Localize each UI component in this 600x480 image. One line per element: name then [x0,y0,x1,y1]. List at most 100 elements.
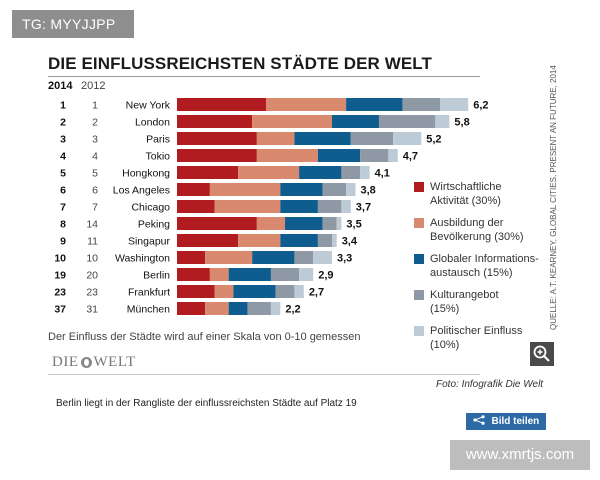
bar-segment [266,98,347,111]
scale-note: Der Einfluss der Städte wird auf einer S… [48,331,361,343]
rank-2012: 11 [87,236,98,248]
bar-segment [280,183,323,196]
bar-segment [252,115,332,128]
watermark: www.xmrtjs.com [450,440,590,470]
image-caption: Berlin liegt in der Rangliste der einflu… [56,398,357,409]
rank-2014: 5 [60,168,66,180]
total-label: 3,7 [356,202,371,214]
total-label: 3,4 [342,236,358,248]
bar-segment [402,98,441,111]
bar-segment [256,217,286,230]
bar-segment [378,115,436,128]
total-label: 3,8 [360,185,375,197]
rank-2014: 1 [60,100,66,112]
rank-2012: 1 [92,100,98,112]
legend-item: Ausbildung der Bevölkerung (30%) [414,216,554,244]
legend: Wirtschaftliche Aktivität (30%) Ausbildu… [414,180,554,360]
legend-label-line: Kulturangebot [430,289,499,301]
legend-label-line: (15%) [430,303,460,315]
total-label: 4,7 [403,151,418,163]
rank-2014: 10 [54,253,66,265]
legend-label: Wirtschaftliche Aktivität (30%) [430,180,502,208]
bar-segment [209,268,229,281]
bar-segment [322,217,337,230]
bar-segment [177,98,267,111]
city-label: Singapur [128,236,171,248]
rank-2014: 19 [54,270,66,282]
bar-segment [346,98,403,111]
bar-segment [317,149,361,162]
rank-header-2014: 2014 [48,80,73,92]
bar-segment [177,132,257,145]
bar-segment [252,251,295,264]
bar-segment [214,200,281,213]
rank-2012: 14 [86,219,98,231]
total-label: 3,5 [346,219,361,231]
legend-label-line: Aktivität (30%) [430,195,501,207]
title-divider [48,76,480,77]
city-label: München [127,304,170,316]
bar-segment [360,149,389,162]
total-label: 5,2 [426,134,441,146]
bar-segment [270,268,300,281]
bar-segment [393,132,422,145]
zoom-button[interactable] [530,342,554,366]
bar-segment [177,166,239,179]
rank-2014: 9 [60,236,66,248]
bar-segment [205,302,229,315]
bar-segment [341,166,361,179]
bar-segment [177,200,215,213]
city-label: Paris [146,134,170,146]
share-button-label[interactable]: Bild teilen [491,416,540,427]
city-label: Los Angeles [113,185,170,197]
legend-label-line: Wirtschaftliche [430,181,502,193]
bar-segment [177,234,239,247]
bar-segment [285,217,323,230]
magnifier-plus-icon[interactable] [530,342,554,366]
bar-segment [360,166,370,179]
bar-segment [275,285,295,298]
chart-title: DIE EINFLUSSREICHSTEN STÄDTE DER WELT [48,54,433,73]
bar-segment [177,302,206,315]
bar-segment [256,132,295,145]
legend-item: Kulturangebot (15%) [414,288,554,316]
bar-segment [440,98,469,111]
rank-2014: 4 [60,151,66,163]
bar-segment [299,166,342,179]
bar-segment [280,200,318,213]
city-label: Hongkong [122,168,170,180]
bar-segment [256,149,318,162]
city-label: London [135,117,170,129]
legend-label-line: Globaler Informations- [430,253,539,265]
total-label: 3,3 [337,253,352,265]
bar-segment [313,251,332,264]
legend-swatch [414,290,424,300]
share-icon [473,415,485,425]
legend-item: Globaler Informations- austausch (15%) [414,252,554,280]
bar-segment [209,183,281,196]
bar-segment [238,166,300,179]
city-label: Washington [115,253,170,265]
rank-2012: 10 [86,253,98,265]
bar-segment [233,285,276,298]
logo-left: DIE [52,354,79,370]
rank-2012: 23 [86,287,98,299]
city-label: New York [126,100,171,112]
bar-segment [177,217,257,230]
total-label: 2,7 [309,287,324,299]
total-label: 4,1 [375,168,390,180]
bar-segment [177,285,215,298]
city-label: Frankfurt [128,287,170,299]
photo-credit: Foto: Infografik Die Welt [436,379,544,390]
total-label: 5,8 [454,117,469,129]
bar-segment [294,285,304,298]
legend-swatch [414,182,424,192]
legend-label-line: austausch (15%) [430,267,513,279]
total-label: 6,2 [473,100,488,112]
rank-2012: 4 [92,151,98,163]
bar-segment [177,115,253,128]
city-label: Berlin [143,270,170,282]
share-image-button[interactable]: Bild teilen [466,413,546,430]
rank-2014: 3 [60,134,66,146]
bar-segment [294,251,314,264]
